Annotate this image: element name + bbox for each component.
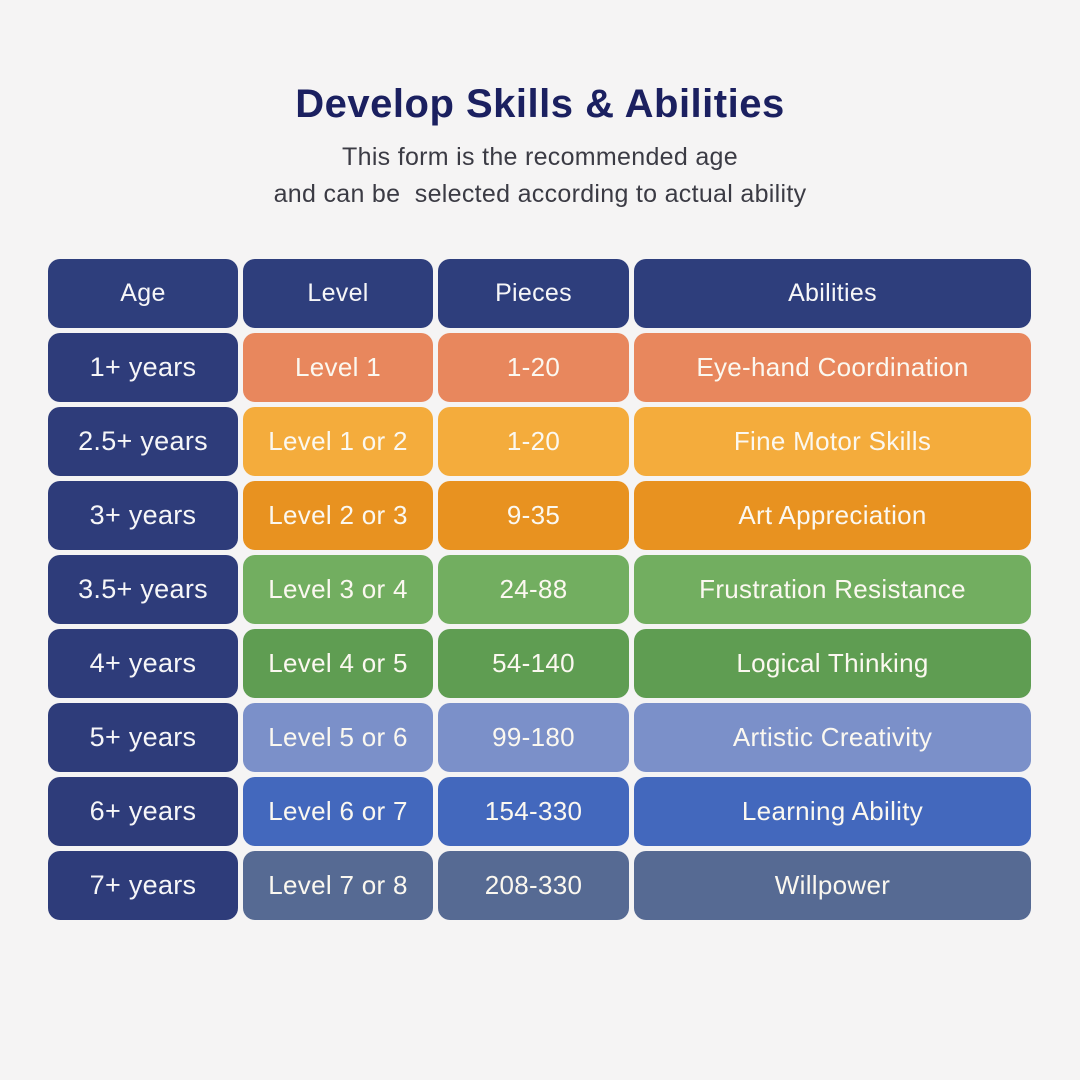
pieces-cell: 208-330	[438, 851, 629, 920]
level-cell: Level 2 or 3	[243, 481, 433, 550]
header-cell-level: Level	[243, 259, 433, 328]
pieces-cell: 1-20	[438, 407, 629, 476]
age-cell: 4+ years	[48, 629, 238, 698]
pieces-cell: 154-330	[438, 777, 629, 846]
level-cell: Level 6 or 7	[243, 777, 433, 846]
level-cell: Level 4 or 5	[243, 629, 433, 698]
age-cell: 7+ years	[48, 851, 238, 920]
header-cell-age: Age	[48, 259, 238, 328]
ability-cell: Learning Ability	[634, 777, 1031, 846]
age-cell: 3.5+ years	[48, 555, 238, 624]
age-cell: 1+ years	[48, 333, 238, 402]
pieces-cell: 54-140	[438, 629, 629, 698]
ability-cell: Artistic Creativity	[634, 703, 1031, 772]
pieces-cell: 1-20	[438, 333, 629, 402]
ability-cell: Logical Thinking	[634, 629, 1031, 698]
level-cell: Level 3 or 4	[243, 555, 433, 624]
age-cell: 5+ years	[48, 703, 238, 772]
level-cell: Level 1	[243, 333, 433, 402]
pieces-cell: 99-180	[438, 703, 629, 772]
ability-cell: Willpower	[634, 851, 1031, 920]
ability-cell: Eye-hand Coordination	[634, 333, 1031, 402]
level-cell: Level 5 or 6	[243, 703, 433, 772]
header-cell-pieces: Pieces	[438, 259, 629, 328]
ability-cell: Fine Motor Skills	[634, 407, 1031, 476]
header-cell-abilities: Abilities	[634, 259, 1031, 328]
age-cell: 3+ years	[48, 481, 238, 550]
age-cell: 6+ years	[48, 777, 238, 846]
ability-cell: Frustration Resistance	[634, 555, 1031, 624]
pieces-cell: 24-88	[438, 555, 629, 624]
page-subtitle-line2: and can be selected according to actual …	[273, 180, 807, 208]
age-cell: 2.5+ years	[48, 407, 238, 476]
page-subtitle-line1: This form is the recommended age	[342, 143, 738, 171]
ability-cell: Art Appreciation	[634, 481, 1031, 550]
pieces-cell: 9-35	[438, 481, 629, 550]
level-cell: Level 1 or 2	[243, 407, 433, 476]
page-title: Develop Skills & Abilities	[295, 82, 785, 126]
level-cell: Level 7 or 8	[243, 851, 433, 920]
skills-table: Age Level Pieces Abilities 1+ years Level 1 1-…	[48, 259, 1031, 920]
